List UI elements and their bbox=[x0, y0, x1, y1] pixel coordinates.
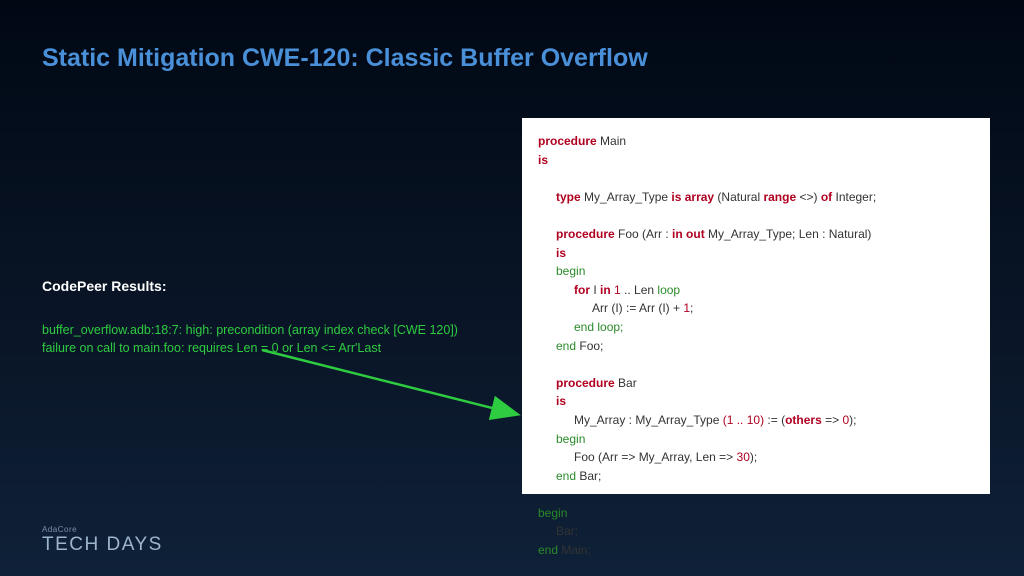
results-line: failure on call to main.foo: requires Le… bbox=[42, 340, 458, 358]
arrow-icon bbox=[260, 348, 540, 438]
slide-title: Static Mitigation CWE-120: Classic Buffe… bbox=[42, 44, 648, 73]
codepeer-results: buffer_overflow.adb:18:7: high: precondi… bbox=[42, 322, 458, 357]
logo-company: AdaCore bbox=[42, 525, 163, 534]
logo-event: TECH DAYS bbox=[42, 534, 163, 556]
logo: AdaCore TECH DAYS bbox=[42, 525, 163, 556]
code-block: procedure Main is type My_Array_Type is … bbox=[522, 118, 990, 494]
results-heading: CodePeer Results: bbox=[42, 278, 166, 294]
results-line: buffer_overflow.adb:18:7: high: precondi… bbox=[42, 322, 458, 340]
